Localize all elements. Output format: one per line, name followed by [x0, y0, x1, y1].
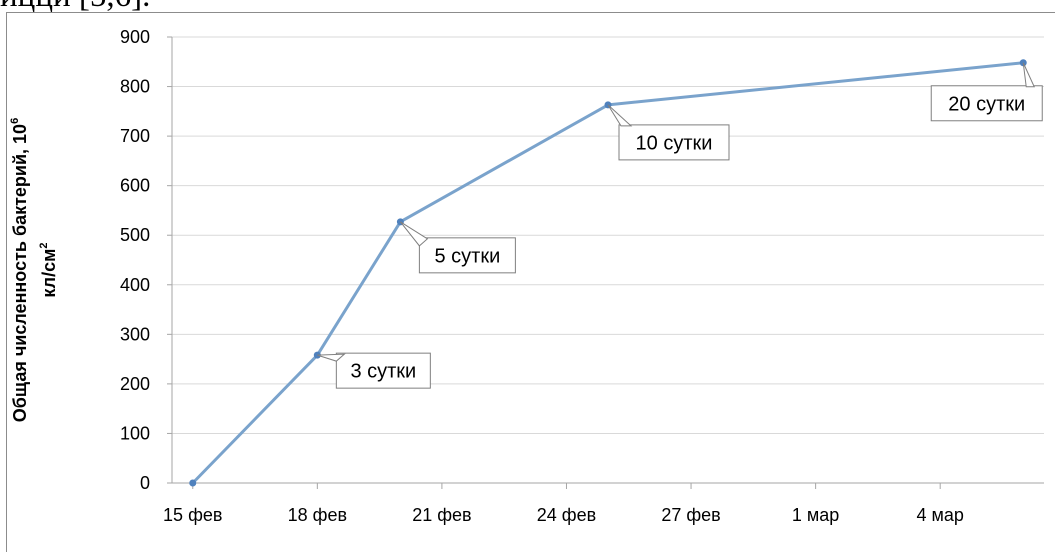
annotation-box — [930, 85, 1043, 122]
y-tick-label: 800 — [120, 77, 150, 97]
annotation-label: 5 сутки — [434, 245, 500, 267]
x-tick-label: 15 фев — [163, 505, 222, 525]
annotation-pointer — [1022, 62, 1036, 88]
gridlines — [172, 36, 1044, 434]
y-tick-label: 600 — [120, 176, 150, 196]
annotation-label: 20 сутки — [948, 93, 1025, 115]
y-tick-label: 100 — [120, 423, 150, 443]
y-tick-label: 700 — [120, 126, 150, 146]
annotation-pointer — [317, 353, 346, 362]
annotation-box — [618, 124, 730, 161]
y-axis-title-line1: Общая численность бактерий, 106 — [9, 117, 30, 423]
annotation-label: 10 сутки — [636, 132, 713, 154]
annotation-pointer — [399, 221, 429, 247]
y-tick-label: 300 — [120, 324, 150, 344]
y-tick-label: 400 — [120, 275, 150, 295]
x-tick-label: 27 фев — [661, 505, 720, 525]
annotation-label: 3 сутки — [350, 361, 416, 383]
series — [189, 59, 1027, 487]
annotation-pointer — [607, 104, 633, 127]
annotation-box — [335, 352, 431, 389]
caption-fragment: ицци [5,6]. — [0, 0, 150, 15]
x-tick-label: 24 фев — [537, 505, 596, 525]
x-tick-label: 21 фев — [412, 505, 471, 525]
axes: 0 100 200 300 400 500 600 700 800 900 15 фев 18 фев… — [120, 27, 1044, 525]
y-tick-label: 200 — [120, 374, 150, 394]
x-tick-label: 4 мар — [916, 505, 963, 525]
y-tick-label: 0 — [140, 473, 150, 493]
y-axis-title: Общая численность бактерий, 106 кл/см2 — [3, 118, 61, 422]
y-axis-title-line2: кл/см2 — [38, 242, 59, 298]
data-point — [189, 479, 197, 487]
line-chart: 0 100 200 300 400 500 600 700 800 900 15 фев 18 фев… — [120, 27, 1044, 525]
y-tick-label: 500 — [120, 225, 150, 245]
chart-frame — [6, 12, 1055, 552]
series-line — [191, 61, 1024, 485]
y-tick-label: 900 — [120, 27, 150, 47]
x-tick-label: 18 фев — [288, 505, 347, 525]
x-tick-label: 1 мар — [792, 505, 839, 525]
annotation-box — [418, 237, 516, 274]
annotations: 3 сутки 5 сутки 10 сутки 20 сутки — [317, 62, 1043, 389]
